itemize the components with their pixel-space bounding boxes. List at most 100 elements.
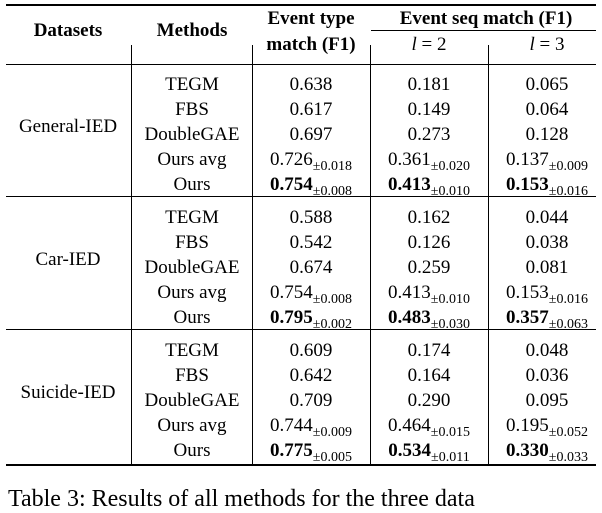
- method-cell: TEGM: [165, 340, 219, 362]
- metric-std: ±0.011: [431, 450, 470, 465]
- method-cell: FBS: [175, 365, 209, 387]
- metric-cell: 0.174: [408, 340, 451, 362]
- dataset-label: General-IED: [19, 116, 117, 138]
- metric-cell: 0.128: [526, 124, 569, 146]
- metric-cell: 0.617: [290, 99, 333, 121]
- metric-value: 0.609: [289, 340, 333, 361]
- method-cell: DoubleGAE: [145, 257, 240, 279]
- metric-value: 0.162: [407, 207, 451, 228]
- metric-std: ±0.020: [430, 159, 470, 174]
- metric-value: 0.095: [525, 390, 569, 411]
- metric-std: ±0.010: [430, 184, 470, 199]
- vrule-seq: [488, 45, 489, 465]
- method-cell: Ours avg: [157, 149, 226, 171]
- metric-cell: 0.413±0.010: [388, 174, 470, 199]
- metric-value: 0.697: [289, 124, 333, 145]
- metric-cell: 0.195±0.052: [506, 415, 588, 440]
- method-cell: TEGM: [165, 207, 219, 229]
- metric-value: 0.181: [407, 74, 451, 95]
- dataset-label: Car-IED: [35, 249, 100, 271]
- metric-cell: 0.149: [408, 99, 451, 121]
- metric-cell: 0.044: [526, 207, 569, 229]
- header-datasets: Datasets: [33, 20, 103, 41]
- metric-std: ±0.015: [430, 425, 470, 440]
- metric-value: 0.534: [388, 440, 432, 461]
- header-l2: l = 2: [412, 34, 447, 56]
- metric-value: 0.638: [289, 74, 333, 95]
- metric-cell: 0.273: [408, 124, 451, 146]
- dataset-name: General-IED: [18, 116, 118, 137]
- metric-value: 0.775: [270, 440, 313, 461]
- metric-cell: 0.259: [408, 257, 451, 279]
- metric-std: ±0.030: [430, 317, 470, 332]
- metric-std: ±0.018: [312, 159, 352, 174]
- header-rule: [6, 64, 596, 65]
- bottom-rule: [6, 464, 596, 466]
- metric-value: 0.259: [407, 257, 451, 278]
- metric-cell: 0.534±0.011: [388, 440, 470, 465]
- metric-std: ±0.009: [548, 159, 588, 174]
- method-cell: Ours avg: [157, 282, 226, 304]
- metric-value: 0.726: [270, 149, 313, 170]
- header-l3-var: l: [529, 34, 535, 55]
- metric-std: ±0.009: [312, 425, 352, 440]
- vrule-methods: [252, 45, 253, 465]
- method-name: TEGM: [165, 74, 219, 95]
- metric-value: 0.542: [289, 232, 333, 253]
- metric-cell: 0.038: [526, 232, 569, 254]
- metric-value: 0.588: [289, 207, 333, 228]
- method-name: Ours avg: [157, 149, 227, 170]
- metric-value: 0.744: [270, 415, 313, 436]
- header-l2-var: l: [411, 34, 417, 55]
- metric-value: 0.483: [388, 307, 431, 328]
- header-l3-eq: = 3: [534, 34, 565, 55]
- results-table: Datasets Methods Event type match (F1) E…: [6, 4, 596, 466]
- metric-std: ±0.063: [548, 317, 588, 332]
- metric-value: 0.617: [289, 99, 333, 120]
- metric-value: 0.164: [407, 365, 451, 386]
- metric-cell: 0.048: [526, 340, 569, 362]
- metric-value: 0.290: [407, 390, 451, 411]
- metric-cell: 0.357±0.063: [506, 307, 588, 332]
- metric-value: 0.153: [506, 282, 549, 303]
- metric-cell: 0.036: [526, 365, 569, 387]
- metric-std: ±0.008: [312, 184, 352, 199]
- method-name: DoubleGAE: [144, 257, 240, 278]
- metric-cell: 0.542: [290, 232, 333, 254]
- metric-cell: 0.754±0.008: [270, 174, 352, 199]
- metric-cell: 0.164: [408, 365, 451, 387]
- top-rule: [6, 4, 596, 6]
- metric-cell: 0.588: [290, 207, 333, 229]
- header-l2-eq: = 2: [416, 34, 447, 55]
- dataset-name: Suicide-IED: [20, 382, 116, 403]
- metric-value: 0.065: [525, 74, 569, 95]
- method-name: DoubleGAE: [144, 124, 240, 145]
- method-name: FBS: [175, 232, 209, 253]
- metric-cell: 0.642: [290, 365, 333, 387]
- metric-value: 0.330: [506, 440, 549, 461]
- metric-cell: 0.638: [290, 74, 333, 96]
- method-name: Ours avg: [157, 415, 227, 436]
- metric-std: ±0.002: [312, 317, 352, 332]
- metric-value: 0.795: [270, 307, 313, 328]
- metric-cell: 0.726±0.018: [270, 149, 352, 174]
- metric-cell: 0.795±0.002: [270, 307, 352, 332]
- metric-value: 0.137: [506, 149, 549, 170]
- method-cell: DoubleGAE: [145, 390, 240, 412]
- method-name: FBS: [175, 365, 209, 386]
- metric-cell: 0.483±0.030: [388, 307, 470, 332]
- metric-value: 0.195: [506, 415, 549, 436]
- metric-cell: 0.137±0.009: [506, 149, 588, 174]
- metric-value: 0.126: [407, 232, 451, 253]
- metric-std: ±0.010: [430, 292, 470, 307]
- metric-value: 0.674: [289, 257, 333, 278]
- metric-cell: 0.065: [526, 74, 569, 96]
- metric-value: 0.081: [525, 257, 569, 278]
- metric-value: 0.754: [270, 174, 313, 195]
- method-cell: FBS: [175, 232, 209, 254]
- metric-value: 0.464: [388, 415, 431, 436]
- metric-cell: 0.153±0.016: [506, 174, 588, 199]
- metric-cell: 0.361±0.020: [388, 149, 470, 174]
- metric-std: ±0.016: [548, 292, 588, 307]
- metric-cell: 0.413±0.010: [388, 282, 470, 307]
